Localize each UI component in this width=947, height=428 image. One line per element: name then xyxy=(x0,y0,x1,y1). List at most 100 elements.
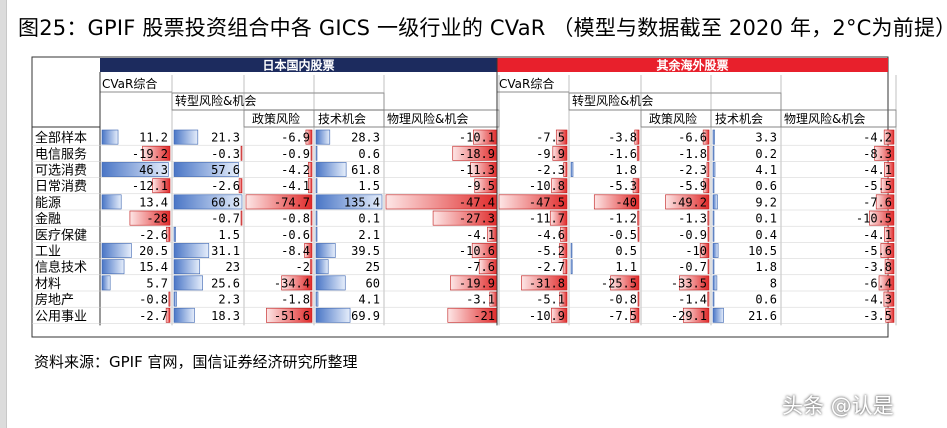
bar-negative xyxy=(883,129,895,145)
bar-positive xyxy=(173,129,199,145)
cell-value: -8.3 xyxy=(863,147,892,161)
col-header-policy: 政策风险 xyxy=(649,111,697,126)
bar-positive xyxy=(712,307,724,323)
col-header-cvar-total: CVaR综合 xyxy=(102,76,157,91)
bar-positive xyxy=(173,162,239,177)
col-header-tech: 技术机会 xyxy=(715,112,763,126)
bar-negative xyxy=(165,307,171,323)
bar-negative xyxy=(707,210,710,226)
bar-positive xyxy=(712,259,715,275)
cell-value: 10.5 xyxy=(748,244,777,258)
cell-value: -1.8 xyxy=(281,293,310,307)
group-label-domestic: 日本国内股票 xyxy=(262,58,334,73)
bar-negative xyxy=(875,194,895,210)
bar-negative xyxy=(874,145,895,161)
cell-value: 3.3 xyxy=(755,131,777,145)
row-label: 医疗保健 xyxy=(35,228,87,243)
bar-negative xyxy=(636,145,640,161)
row-label: 房地产 xyxy=(35,292,74,308)
bar-negative xyxy=(129,210,171,226)
cell-value: -74.7 xyxy=(274,195,310,209)
bar-negative xyxy=(665,194,710,210)
bar-negative xyxy=(885,307,895,323)
cell-value: 1.5 xyxy=(358,179,380,193)
cell-value: 23 xyxy=(226,260,240,274)
cell-value: -3.5 xyxy=(863,309,892,323)
cell-value: 2.1 xyxy=(358,228,380,242)
bar-negative xyxy=(878,275,895,291)
bar-negative xyxy=(551,307,568,323)
cell-value: 0.6 xyxy=(358,147,380,161)
cell-value: -2.6 xyxy=(139,228,168,242)
cell-value: -27.3 xyxy=(459,212,495,226)
cell-value: -7.6 xyxy=(863,195,892,209)
cell-value: -4.2 xyxy=(281,163,310,177)
cell-value: -11.3 xyxy=(459,163,495,177)
figure-title: 图25：GPIF 股票投资组合中各 GICS 一级行业的 CVaR （模型与数据… xyxy=(18,16,947,40)
bar-positive xyxy=(570,259,573,275)
bar-negative xyxy=(703,178,710,194)
cell-value: 39.5 xyxy=(351,244,380,258)
cell-value: -7.5 xyxy=(536,131,565,145)
cell-value: 31.1 xyxy=(211,244,240,258)
row-label: 公用事业 xyxy=(35,309,87,324)
cell-value: -4.1 xyxy=(863,228,892,242)
bar-negative xyxy=(563,162,568,177)
cell-value: 0.5 xyxy=(615,244,637,258)
bar-positive xyxy=(173,291,177,307)
cell-value: -5.3 xyxy=(608,179,637,193)
cell-value: 9.2 xyxy=(755,195,777,209)
bar-negative xyxy=(168,291,171,307)
cell-value: -6.6 xyxy=(678,131,707,145)
bar-positive xyxy=(173,194,243,210)
cell-value: 4.1 xyxy=(358,293,380,307)
cell-value: 0.4 xyxy=(755,228,777,242)
bar-positive xyxy=(712,178,715,194)
cell-value: -6.9 xyxy=(281,131,310,145)
cell-value: 11.2 xyxy=(139,131,168,145)
cell-value: -47.5 xyxy=(529,195,565,209)
bar-negative xyxy=(699,243,710,258)
cell-value: -8.4 xyxy=(281,244,310,258)
cell-value: 1.8 xyxy=(755,260,777,274)
cell-value: -33.5 xyxy=(671,276,707,290)
bar-negative xyxy=(165,226,171,242)
bar-positive xyxy=(315,243,336,258)
row-label: 日常消费 xyxy=(35,180,87,195)
bar-positive xyxy=(315,226,318,242)
cell-value: -10.1 xyxy=(459,131,495,145)
bar-negative xyxy=(305,129,313,145)
bar-positive xyxy=(315,210,318,226)
group-label-foreign: 其余海外股票 xyxy=(656,58,728,73)
bar-negative xyxy=(562,259,568,275)
bar-negative xyxy=(880,243,895,258)
source-note: 资料来源：GPIF 官网，国信证券经济研究所整理 xyxy=(34,353,358,371)
cell-value: -1.6 xyxy=(608,147,637,161)
bar-negative xyxy=(679,275,710,291)
bar-negative xyxy=(593,194,640,210)
cell-value: -51.6 xyxy=(274,309,310,323)
bar-positive xyxy=(712,275,718,291)
cell-value: 0.1 xyxy=(755,212,777,226)
bar-negative xyxy=(552,145,568,161)
bar-negative xyxy=(266,307,313,323)
cell-value: -34.4 xyxy=(274,276,310,290)
bar-positive xyxy=(101,129,119,145)
bar-negative xyxy=(521,275,568,291)
cell-value: -12.1 xyxy=(132,179,168,193)
cell-value: -10.9 xyxy=(529,309,565,323)
cell-value: -10 xyxy=(685,244,707,258)
bar-positive xyxy=(173,275,203,291)
bar-positive xyxy=(712,243,719,258)
bar-negative xyxy=(281,275,313,291)
cell-value: -9.9 xyxy=(536,147,565,161)
col-header-tech: 技术机会 xyxy=(318,112,366,126)
cell-value: -29.1 xyxy=(671,309,707,323)
cell-value: -2.7 xyxy=(139,309,168,323)
bar-negative xyxy=(309,259,313,275)
cell-value: 1.1 xyxy=(615,260,637,274)
cell-value: -0.9 xyxy=(281,147,310,161)
bar-positive xyxy=(315,275,346,291)
cell-value: -0.7 xyxy=(211,212,240,226)
cell-value: -4.2 xyxy=(863,131,892,145)
